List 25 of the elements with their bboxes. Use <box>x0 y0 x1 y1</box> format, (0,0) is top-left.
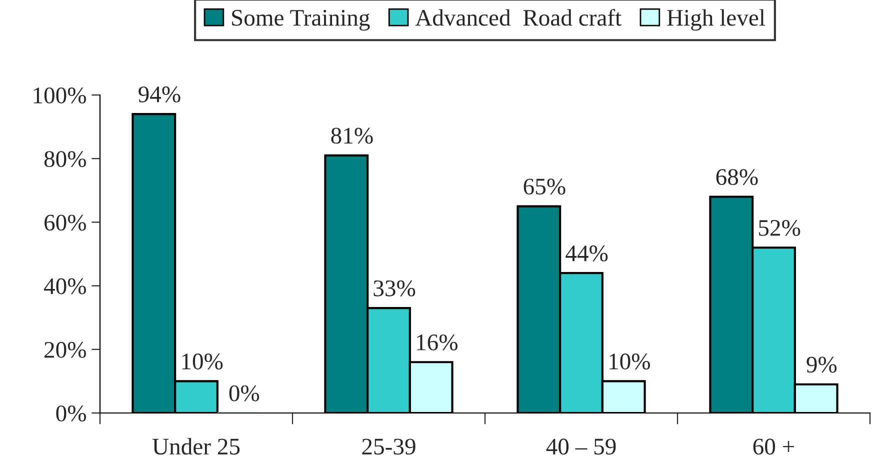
data-label: 10% <box>610 354 650 370</box>
legend-label: High level <box>667 9 766 31</box>
data-label: 0% <box>229 385 260 402</box>
y-tick-label: 0% <box>56 405 86 422</box>
x-tick-label: 40 – 59 <box>546 438 616 455</box>
y-tick-label: 20% <box>44 342 86 358</box>
legend-label: Advanced Road craft <box>415 8 622 26</box>
y-tick-label: 100% <box>34 87 86 104</box>
y-tick-label: 60% <box>44 214 86 231</box>
data-label: 68% <box>716 169 758 186</box>
x-tick-label: 25-39 <box>362 438 416 455</box>
data-label: 94% <box>138 86 180 102</box>
x-tick-label: 60 + <box>753 438 794 455</box>
x-tick-label: Under 25 <box>152 438 240 455</box>
data-label: 65% <box>524 178 566 195</box>
data-label: 44% <box>566 245 608 262</box>
data-label: 9% <box>806 356 837 373</box>
legend-label: Some Training <box>232 10 370 31</box>
data-label: 81% <box>331 128 373 144</box>
y-tick-label: 80% <box>44 151 86 168</box>
data-label: 16% <box>417 334 458 350</box>
data-label: 52% <box>759 220 800 236</box>
data-label: 10% <box>182 354 223 370</box>
y-tick-label: 40% <box>44 278 86 294</box>
data-label: 33% <box>374 280 416 296</box>
